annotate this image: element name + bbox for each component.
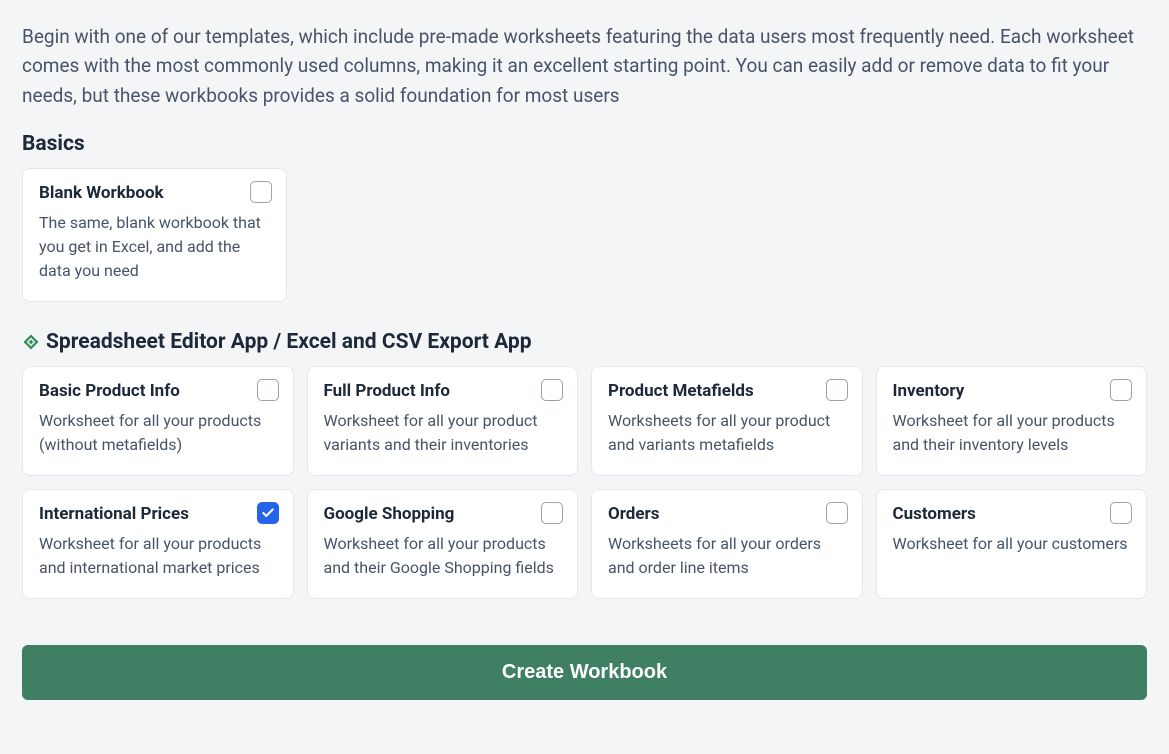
checkbox-customers[interactable] [1110,502,1132,524]
card-blank-workbook[interactable]: Blank Workbook The same, blank workbook … [22,168,287,302]
checkbox-google-shopping[interactable] [541,502,563,524]
card-orders[interactable]: Orders Worksheets for all your orders an… [591,489,863,599]
card-title: Customers [893,504,1131,524]
card-title: Orders [608,504,846,524]
card-desc: Worksheet for all your products (without… [39,409,277,457]
card-title: Google Shopping [324,504,562,524]
apps-grid: Basic Product Info Worksheet for all you… [22,366,1147,599]
checkbox-product-metafields[interactable] [826,379,848,401]
card-inventory[interactable]: Inventory Worksheet for all your product… [876,366,1148,476]
card-title: Full Product Info [324,381,562,401]
card-google-shopping[interactable]: Google Shopping Worksheet for all your p… [307,489,579,599]
card-desc: Worksheet for all your products and thei… [324,532,562,580]
card-title: Product Metafields [608,381,846,401]
card-full-product-info[interactable]: Full Product Info Worksheet for all your… [307,366,579,476]
card-title: Blank Workbook [39,183,270,203]
card-desc: Worksheet for all your products and thei… [893,409,1131,457]
create-workbook-button[interactable]: Create Workbook [22,645,1147,700]
card-basic-product-info[interactable]: Basic Product Info Worksheet for all you… [22,366,294,476]
checkbox-full-product-info[interactable] [541,379,563,401]
card-desc: Worksheet for all your products and inte… [39,532,277,580]
section-heading-basics-label: Basics [22,132,85,156]
card-customers[interactable]: Customers Worksheet for all your custome… [876,489,1148,599]
checkbox-orders[interactable] [826,502,848,524]
card-desc: The same, blank workbook that you get in… [39,211,270,283]
card-desc: Worksheet for all your customers [893,532,1131,556]
section-heading-apps: Spreadsheet Editor App / Excel and CSV E… [22,330,1147,354]
card-title: Basic Product Info [39,381,277,401]
checkbox-international-prices[interactable] [257,502,279,524]
section-heading-basics: Basics [22,132,1147,156]
card-title: International Prices [39,504,277,524]
checkbox-basic-product-info[interactable] [257,379,279,401]
basics-grid: Blank Workbook The same, blank workbook … [22,168,1147,302]
card-desc: Worksheet for all your product variants … [324,409,562,457]
section-heading-apps-label: Spreadsheet Editor App / Excel and CSV E… [46,330,532,354]
app-icon [22,333,40,351]
card-desc: Worksheets for all your orders and order… [608,532,846,580]
checkbox-inventory[interactable] [1110,379,1132,401]
checkbox-blank-workbook[interactable] [250,181,272,203]
card-international-prices[interactable]: International Prices Worksheet for all y… [22,489,294,599]
card-title: Inventory [893,381,1131,401]
card-product-metafields[interactable]: Product Metafields Worksheets for all yo… [591,366,863,476]
card-desc: Worksheets for all your product and vari… [608,409,846,457]
intro-text: Begin with one of our templates, which i… [22,22,1147,110]
